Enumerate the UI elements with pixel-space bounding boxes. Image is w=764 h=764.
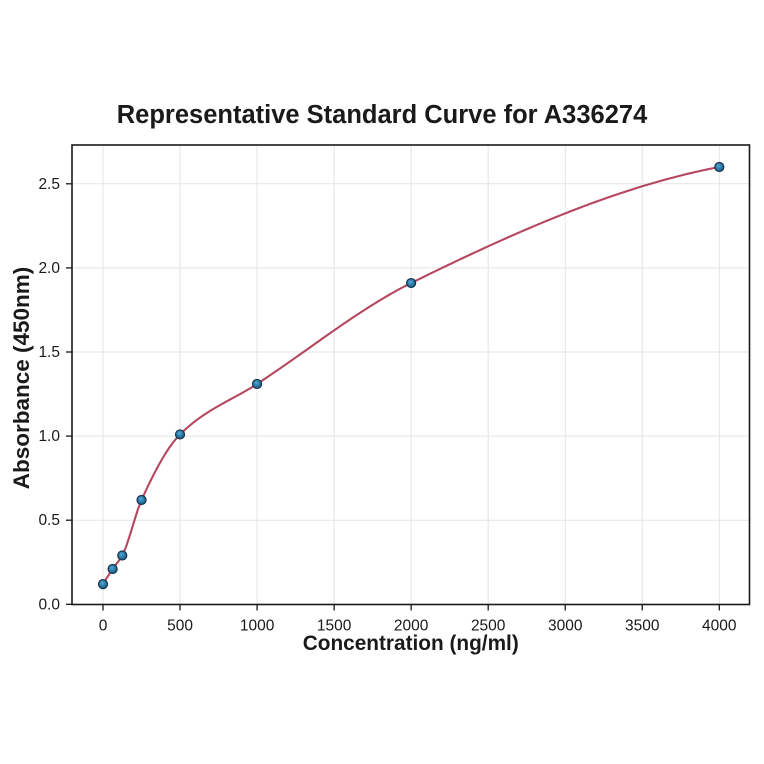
svg-text:2.5: 2.5 bbox=[38, 176, 60, 193]
svg-text:0.5: 0.5 bbox=[38, 512, 60, 529]
svg-text:1.5: 1.5 bbox=[38, 344, 60, 361]
svg-text:1.0: 1.0 bbox=[38, 428, 60, 445]
svg-text:2.0: 2.0 bbox=[38, 260, 60, 277]
svg-text:0.0: 0.0 bbox=[38, 596, 60, 613]
